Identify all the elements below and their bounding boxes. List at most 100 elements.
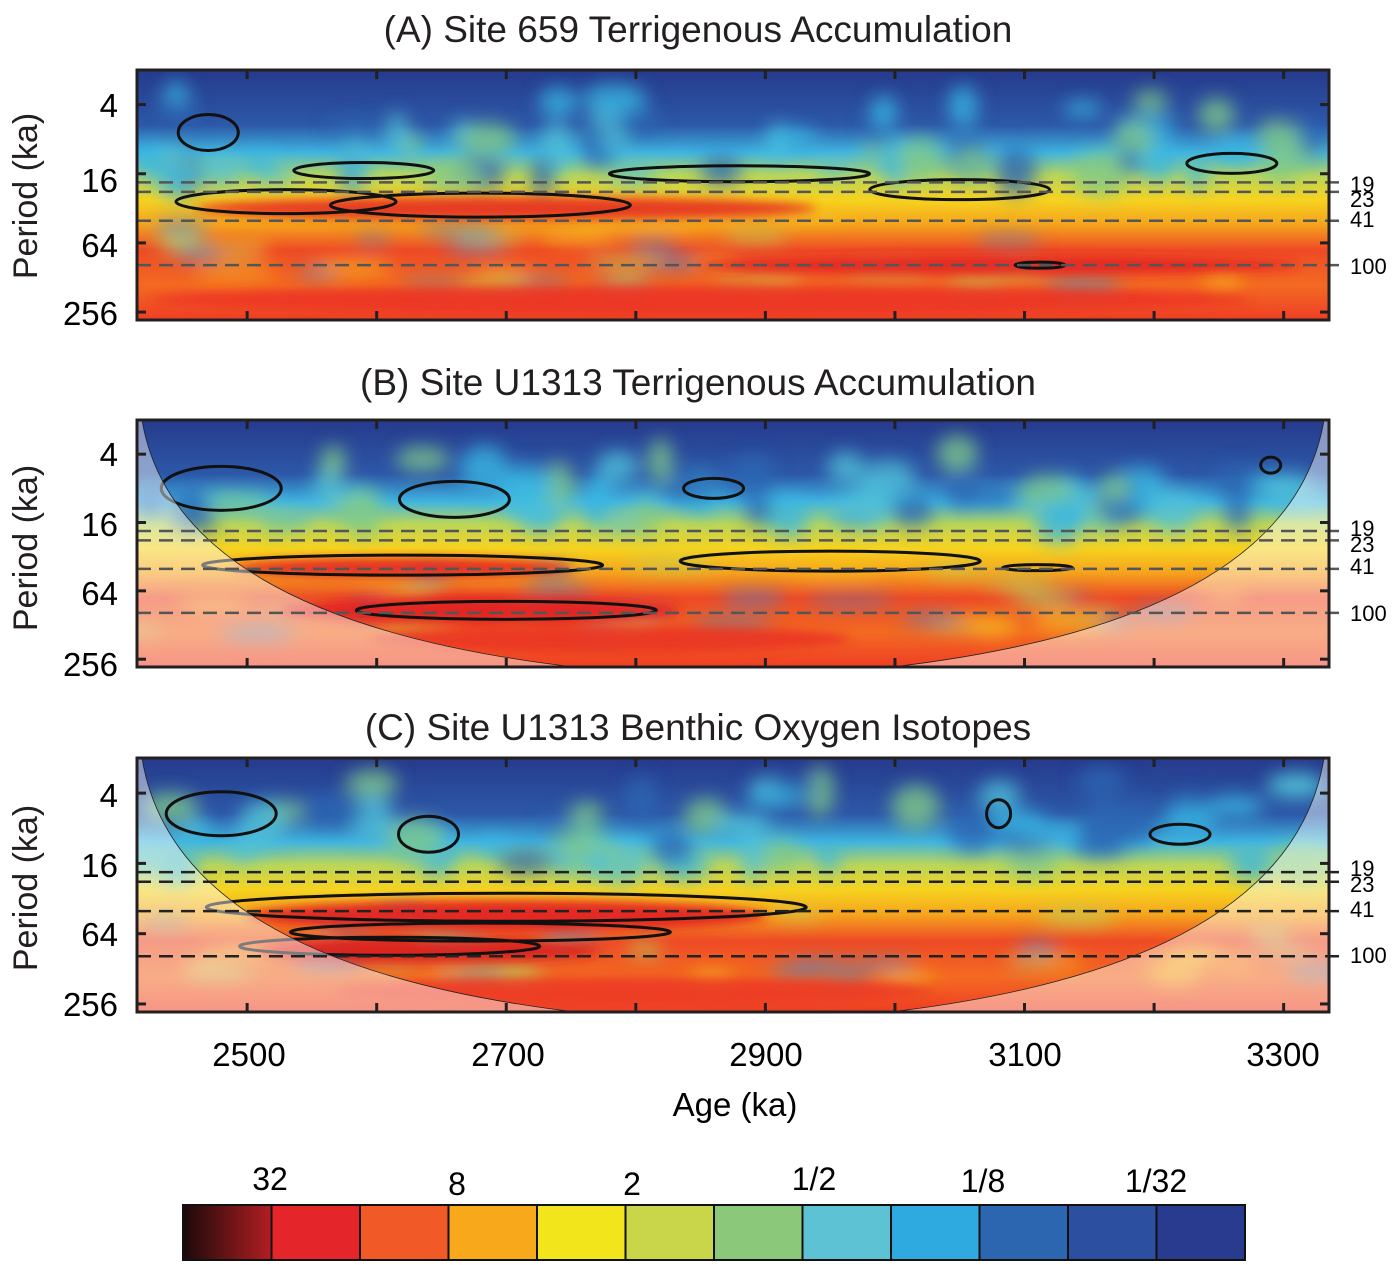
- power-blob: [632, 499, 660, 537]
- power-blob: [1071, 150, 1130, 196]
- power-blob: [1260, 473, 1319, 507]
- power-blob: [1201, 273, 1244, 287]
- power-blob: [650, 829, 694, 865]
- power-blob: [569, 801, 604, 828]
- power-blob: [1004, 955, 1084, 968]
- power-blob: [1077, 802, 1132, 852]
- power-blob: [1137, 959, 1213, 970]
- power-blob: [179, 961, 225, 968]
- power-hotspot: [150, 285, 1251, 314]
- significance-contour: [292, 161, 436, 181]
- panel-b: (B) Site U1313 Terrigenous Accumulation …: [7, 362, 1387, 683]
- power-blob: [155, 847, 199, 885]
- power-blob: [585, 255, 666, 267]
- colorbar-swatch: [1068, 1205, 1157, 1260]
- power-blob: [329, 495, 378, 527]
- power-blob: [386, 111, 408, 158]
- power-blob: [807, 596, 896, 606]
- power-blob: [648, 438, 673, 483]
- significance-contour: [1259, 455, 1283, 475]
- y-tick-label: 4: [100, 777, 118, 814]
- power-blob: [746, 789, 806, 807]
- power-hotspot: [196, 196, 817, 221]
- power-blob: [724, 230, 789, 242]
- power-blob: [197, 154, 245, 187]
- power-blob: [137, 485, 164, 518]
- colorbar-swatch: [448, 1205, 537, 1260]
- power-blob: [978, 780, 1021, 811]
- ref-period-label: 19: [1350, 172, 1374, 197]
- power-blob: [237, 801, 287, 851]
- power-blob: [587, 473, 614, 510]
- power-blob: [1287, 965, 1329, 978]
- significance-contour: [397, 814, 461, 854]
- colorbar-frame: [182, 1204, 1246, 1261]
- power-blob: [700, 155, 742, 186]
- power-blob: [767, 497, 810, 538]
- power-blob: [354, 234, 391, 244]
- power-blob: [827, 451, 865, 486]
- y-tick-label: 256: [63, 646, 118, 683]
- colorbar-label: 1/8: [961, 1163, 1005, 1199]
- power-blob: [896, 136, 944, 183]
- power-blob: [143, 918, 189, 927]
- power-blob: [401, 279, 466, 287]
- power-blob: [443, 242, 507, 253]
- power-blob: [870, 95, 898, 129]
- power-blob: [226, 839, 258, 862]
- ref-period-label: 19: [1350, 856, 1374, 881]
- power-background: [137, 70, 1329, 320]
- power-blob: [1162, 803, 1216, 839]
- power-hotspot: [369, 625, 850, 654]
- ref-period-label: 41: [1350, 554, 1374, 579]
- power-blob: [770, 965, 824, 977]
- power-blob: [952, 149, 993, 180]
- power-blob: [948, 85, 978, 128]
- panel-c-title: (C) Site U1313 Benthic Oxygen Isotopes: [365, 707, 1031, 748]
- power-blob: [891, 784, 940, 830]
- power-blob: [453, 963, 539, 974]
- ref-period-label: 23: [1350, 187, 1374, 212]
- plot-frame: [135, 418, 1331, 669]
- power-blob: [764, 127, 819, 149]
- power-blob: [815, 158, 854, 176]
- power-blob: [538, 87, 578, 117]
- power-blob: [739, 455, 776, 483]
- panel-c: (C) Site U1313 Benthic Oxygen Isotopes P…: [7, 707, 1387, 1123]
- y-tick-label: 64: [81, 575, 118, 612]
- colorbar-swatch: [183, 1205, 272, 1260]
- power-blob: [141, 792, 199, 823]
- power-blob: [422, 159, 483, 192]
- power-blob: [1124, 798, 1155, 846]
- y-tick-label: 4: [100, 87, 118, 124]
- power-blob: [1203, 591, 1247, 600]
- ref-period-label: 100: [1350, 254, 1387, 279]
- significance-contours: [164, 790, 1212, 957]
- power-blob: [159, 99, 199, 123]
- power-blob: [582, 847, 612, 879]
- power-blob: [192, 266, 277, 278]
- power-blob: [1037, 910, 1116, 925]
- colorbar-swatches: [182, 1204, 1246, 1261]
- significance-contour: [164, 790, 278, 838]
- power-blob: [963, 488, 1020, 507]
- panel-b-title: (B) Site U1313 Terrigenous Accumulation: [360, 362, 1036, 403]
- power-blob: [474, 269, 533, 278]
- power-blob: [948, 804, 997, 854]
- power-blob: [219, 626, 297, 640]
- power-blob: [300, 796, 364, 827]
- significance-contour: [354, 599, 658, 621]
- power-blob: [154, 221, 208, 234]
- power-blob: [174, 247, 224, 260]
- power-blob: [1219, 958, 1259, 968]
- power-blob: [1213, 136, 1261, 165]
- significance-contour: [204, 891, 808, 923]
- colorbar: 32 8 2 1/2 1/8 1/32: [182, 1161, 1246, 1261]
- power-blob: [850, 959, 915, 970]
- significance-contour: [288, 921, 672, 943]
- power-blob: [539, 818, 577, 836]
- power-blob: [1099, 474, 1131, 502]
- y-tick-label: 16: [81, 506, 118, 543]
- power-blob: [1033, 617, 1110, 630]
- power-blob: [542, 461, 575, 512]
